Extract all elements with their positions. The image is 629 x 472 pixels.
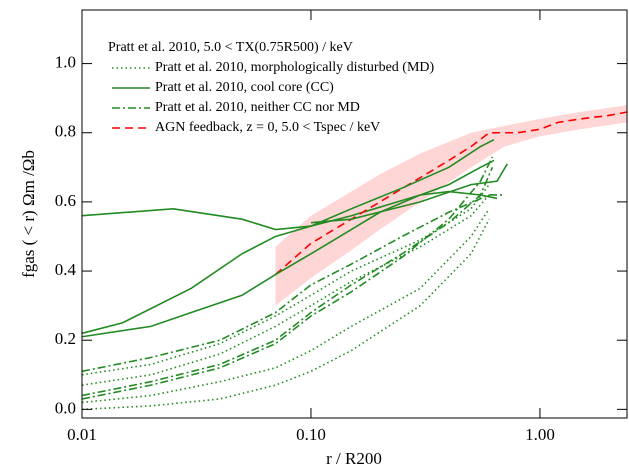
y-tick-label: 0.0: [55, 398, 76, 417]
legend-label: Pratt et al. 2010, morphologically distu…: [155, 60, 435, 75]
y-axis-label: fgas ( < r) Ωm /Ωb: [19, 150, 38, 278]
legend-label: Pratt et al. 2010, neither CC nor MD: [155, 100, 360, 115]
y-tick-label: 0.8: [55, 122, 76, 141]
y-tick-label: 0.6: [55, 191, 76, 210]
line: [81, 218, 490, 411]
plot-frame: [81, 9, 628, 419]
line: [81, 190, 498, 338]
x-tick-label: 0.10: [296, 425, 326, 444]
y-tick-label: 0.4: [55, 260, 77, 279]
y-tick-label: 0.2: [55, 329, 76, 348]
y-tick-label: 1.0: [55, 52, 76, 71]
x-tick-label: 1.00: [525, 425, 555, 444]
legend-label: AGN feedback, z = 0, 5.0 < Tspec / keV: [155, 120, 380, 135]
legend-label: Pratt et al. 2010, cool core (CC): [155, 80, 334, 95]
line: [81, 138, 495, 335]
scatter-band: [275, 105, 627, 306]
x-tick-label: 0.01: [67, 425, 97, 444]
line: [81, 208, 490, 404]
x-axis-label: r / R200: [326, 449, 382, 468]
line: [81, 167, 494, 397]
legend-title: Pratt et al. 2010, 5.0 < TX(0.75R500) / …: [108, 40, 353, 55]
line: [310, 163, 508, 224]
